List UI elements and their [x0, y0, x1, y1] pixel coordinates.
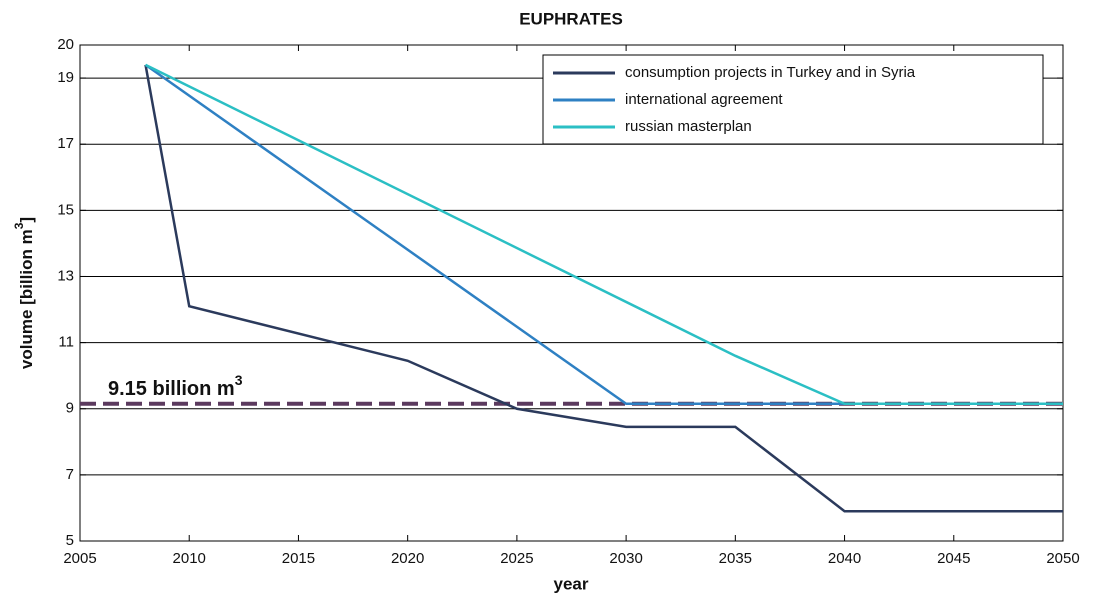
y-axis-title-sup: 3 [12, 222, 26, 229]
series-line [144, 63, 1063, 406]
y-tick-label: 20 [57, 36, 74, 53]
x-tick-label: 2010 [173, 550, 206, 567]
reference-label-main: 9.15 billion m [108, 378, 235, 400]
reference-label: 9.15 billion m3 [108, 371, 243, 400]
series-line [144, 64, 1063, 513]
x-tick-label: 2005 [63, 550, 96, 567]
reference-label-sup: 3 [235, 371, 243, 387]
y-tick-label: 13 [57, 267, 74, 284]
y-tick-label: 5 [66, 532, 74, 549]
y-tick-label: 7 [66, 466, 74, 483]
legend-box [542, 54, 1044, 145]
y-axis-title-end: ] [17, 217, 36, 223]
chart-title: EUPHRATES [519, 9, 623, 28]
x-tick-label: 2015 [282, 550, 315, 567]
x-tick-label: 2045 [937, 550, 970, 567]
x-tick-label: 2030 [609, 550, 642, 567]
x-tick-label: 2040 [828, 550, 861, 567]
y-tick-label: 11 [58, 334, 74, 351]
x-tick-label: 2050 [1046, 550, 1079, 567]
x-tick-label: 2035 [719, 550, 752, 567]
x-axis-title: year [554, 574, 589, 593]
y-tick-label: 15 [57, 201, 74, 218]
x-tick-label: 2025 [500, 550, 533, 567]
legend-label: russian masterplan [625, 118, 752, 135]
y-tick-label: 19 [57, 69, 74, 86]
y-axis-title: volume [billion m3] [12, 217, 36, 369]
legend-label: consumption projects in Turkey and in Sy… [625, 64, 916, 81]
y-tick-label: 17 [57, 135, 74, 152]
legend-label: international agreement [625, 91, 783, 108]
y-axis-title-main: volume [billion m [17, 229, 36, 369]
x-tick-label: 2020 [391, 550, 424, 567]
y-tick-label: 9 [66, 400, 74, 417]
plot-frame [79, 44, 1064, 542]
